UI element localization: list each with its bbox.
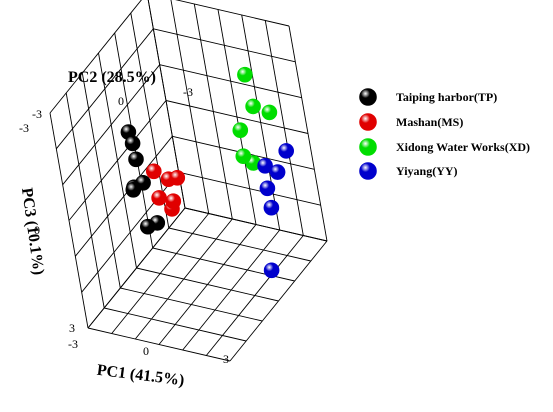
- plot-grid: [49, 0, 328, 362]
- back-wall-gridline: [288, 25, 328, 242]
- legend-marker: [359, 113, 377, 131]
- data-point: [128, 151, 144, 168]
- pc3-tick-label: 0: [34, 223, 40, 237]
- pc2-tick-label: 0: [118, 94, 124, 108]
- data-point: [263, 262, 280, 279]
- legend-label: Xidong Water Works(XD): [396, 140, 530, 154]
- back-wall-gridline: [264, 20, 304, 236]
- legend: Taiping harbor(TP) Mashan(MS) Xidong Water…: [359, 88, 530, 180]
- back-wall-gridline: [184, 207, 328, 242]
- pc1-tick-label: 3: [223, 352, 229, 366]
- pc1-tick-label: 0: [143, 344, 149, 358]
- data-point: [124, 135, 141, 152]
- data-point: [237, 66, 253, 83]
- legend-label: Yiyang(YY): [396, 164, 458, 178]
- pc1-tick-label: -3: [68, 337, 78, 351]
- pc3-tick-label: -3: [19, 121, 29, 135]
- pc2-tick-label: -3: [183, 85, 193, 99]
- pc3-tick-label: 3: [69, 321, 75, 335]
- pc1-axis-title: PC1 (41.5%): [96, 362, 185, 390]
- data-point: [259, 180, 276, 197]
- legend-marker: [359, 138, 377, 156]
- data-point: [269, 164, 286, 180]
- back-wall-gridline: [241, 14, 281, 231]
- legend-label: Taiping harbor(TP): [396, 90, 497, 104]
- floor-gridline: [182, 229, 281, 351]
- data-point: [151, 190, 167, 206]
- pc2-axis-title: PC2 (28.5%): [68, 69, 156, 86]
- data-point: [169, 170, 186, 186]
- data-point: [257, 158, 273, 174]
- pc3-axis-title: PC3 (10.1%): [18, 187, 47, 276]
- data-point: [140, 218, 156, 235]
- data-point: [245, 98, 261, 115]
- data-points: [120, 66, 295, 279]
- data-point: [146, 163, 162, 180]
- data-point: [165, 193, 182, 209]
- back-wall-gridline: [217, 9, 257, 225]
- legend-label: Mashan(MS): [396, 115, 463, 129]
- data-point: [278, 143, 295, 159]
- left-wall-gridline: [87, 207, 186, 329]
- tick-labels: -3 030-3-3-303: [19, 85, 229, 366]
- data-point: [263, 199, 280, 216]
- floor-gridline: [229, 240, 328, 362]
- data-point: [232, 122, 249, 138]
- back-wall-gridline: [175, 0, 290, 27]
- data-point: [235, 148, 252, 164]
- floor-gridline: [168, 227, 311, 262]
- floor-gridline: [205, 235, 304, 356]
- back-wall-gridline: [178, 171, 321, 206]
- legend-marker: [359, 88, 377, 106]
- data-point: [125, 182, 142, 198]
- legend-marker: [359, 162, 377, 180]
- pc3-tick-label: -3: [32, 107, 42, 121]
- data-point: [261, 104, 278, 121]
- floor-gridline: [158, 224, 257, 345]
